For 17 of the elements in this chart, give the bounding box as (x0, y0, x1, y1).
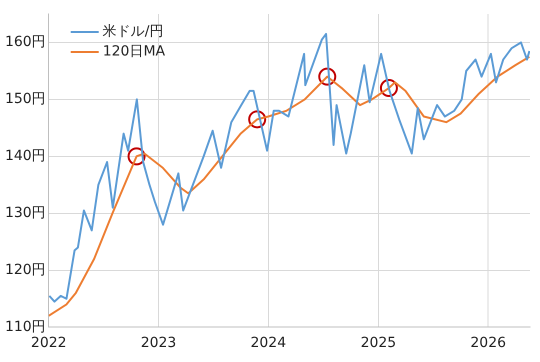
y-tick-label: 120円 (4, 262, 46, 278)
point (318, 68, 336, 86)
y-tick-label: 140円 (4, 148, 46, 164)
legend-label: 米ドル/円 (102, 24, 164, 40)
point (128, 147, 146, 166)
y-tick-label: 130円 (4, 204, 46, 221)
point (380, 79, 398, 98)
x-tick-label: 2026 (470, 335, 506, 352)
y-tick-label: 160円 (4, 34, 46, 50)
x-tick-label: 2025 (360, 335, 396, 352)
x-tick-label: 2023 (140, 335, 176, 352)
point (248, 110, 266, 128)
legend-label: 120日MA (102, 44, 166, 60)
x-tick-label: 2022 (30, 335, 67, 352)
x-tick-label: 2024 (250, 335, 286, 352)
y-tick-label: 150円 (4, 91, 46, 108)
y-tick-label: 110円 (4, 318, 46, 335)
